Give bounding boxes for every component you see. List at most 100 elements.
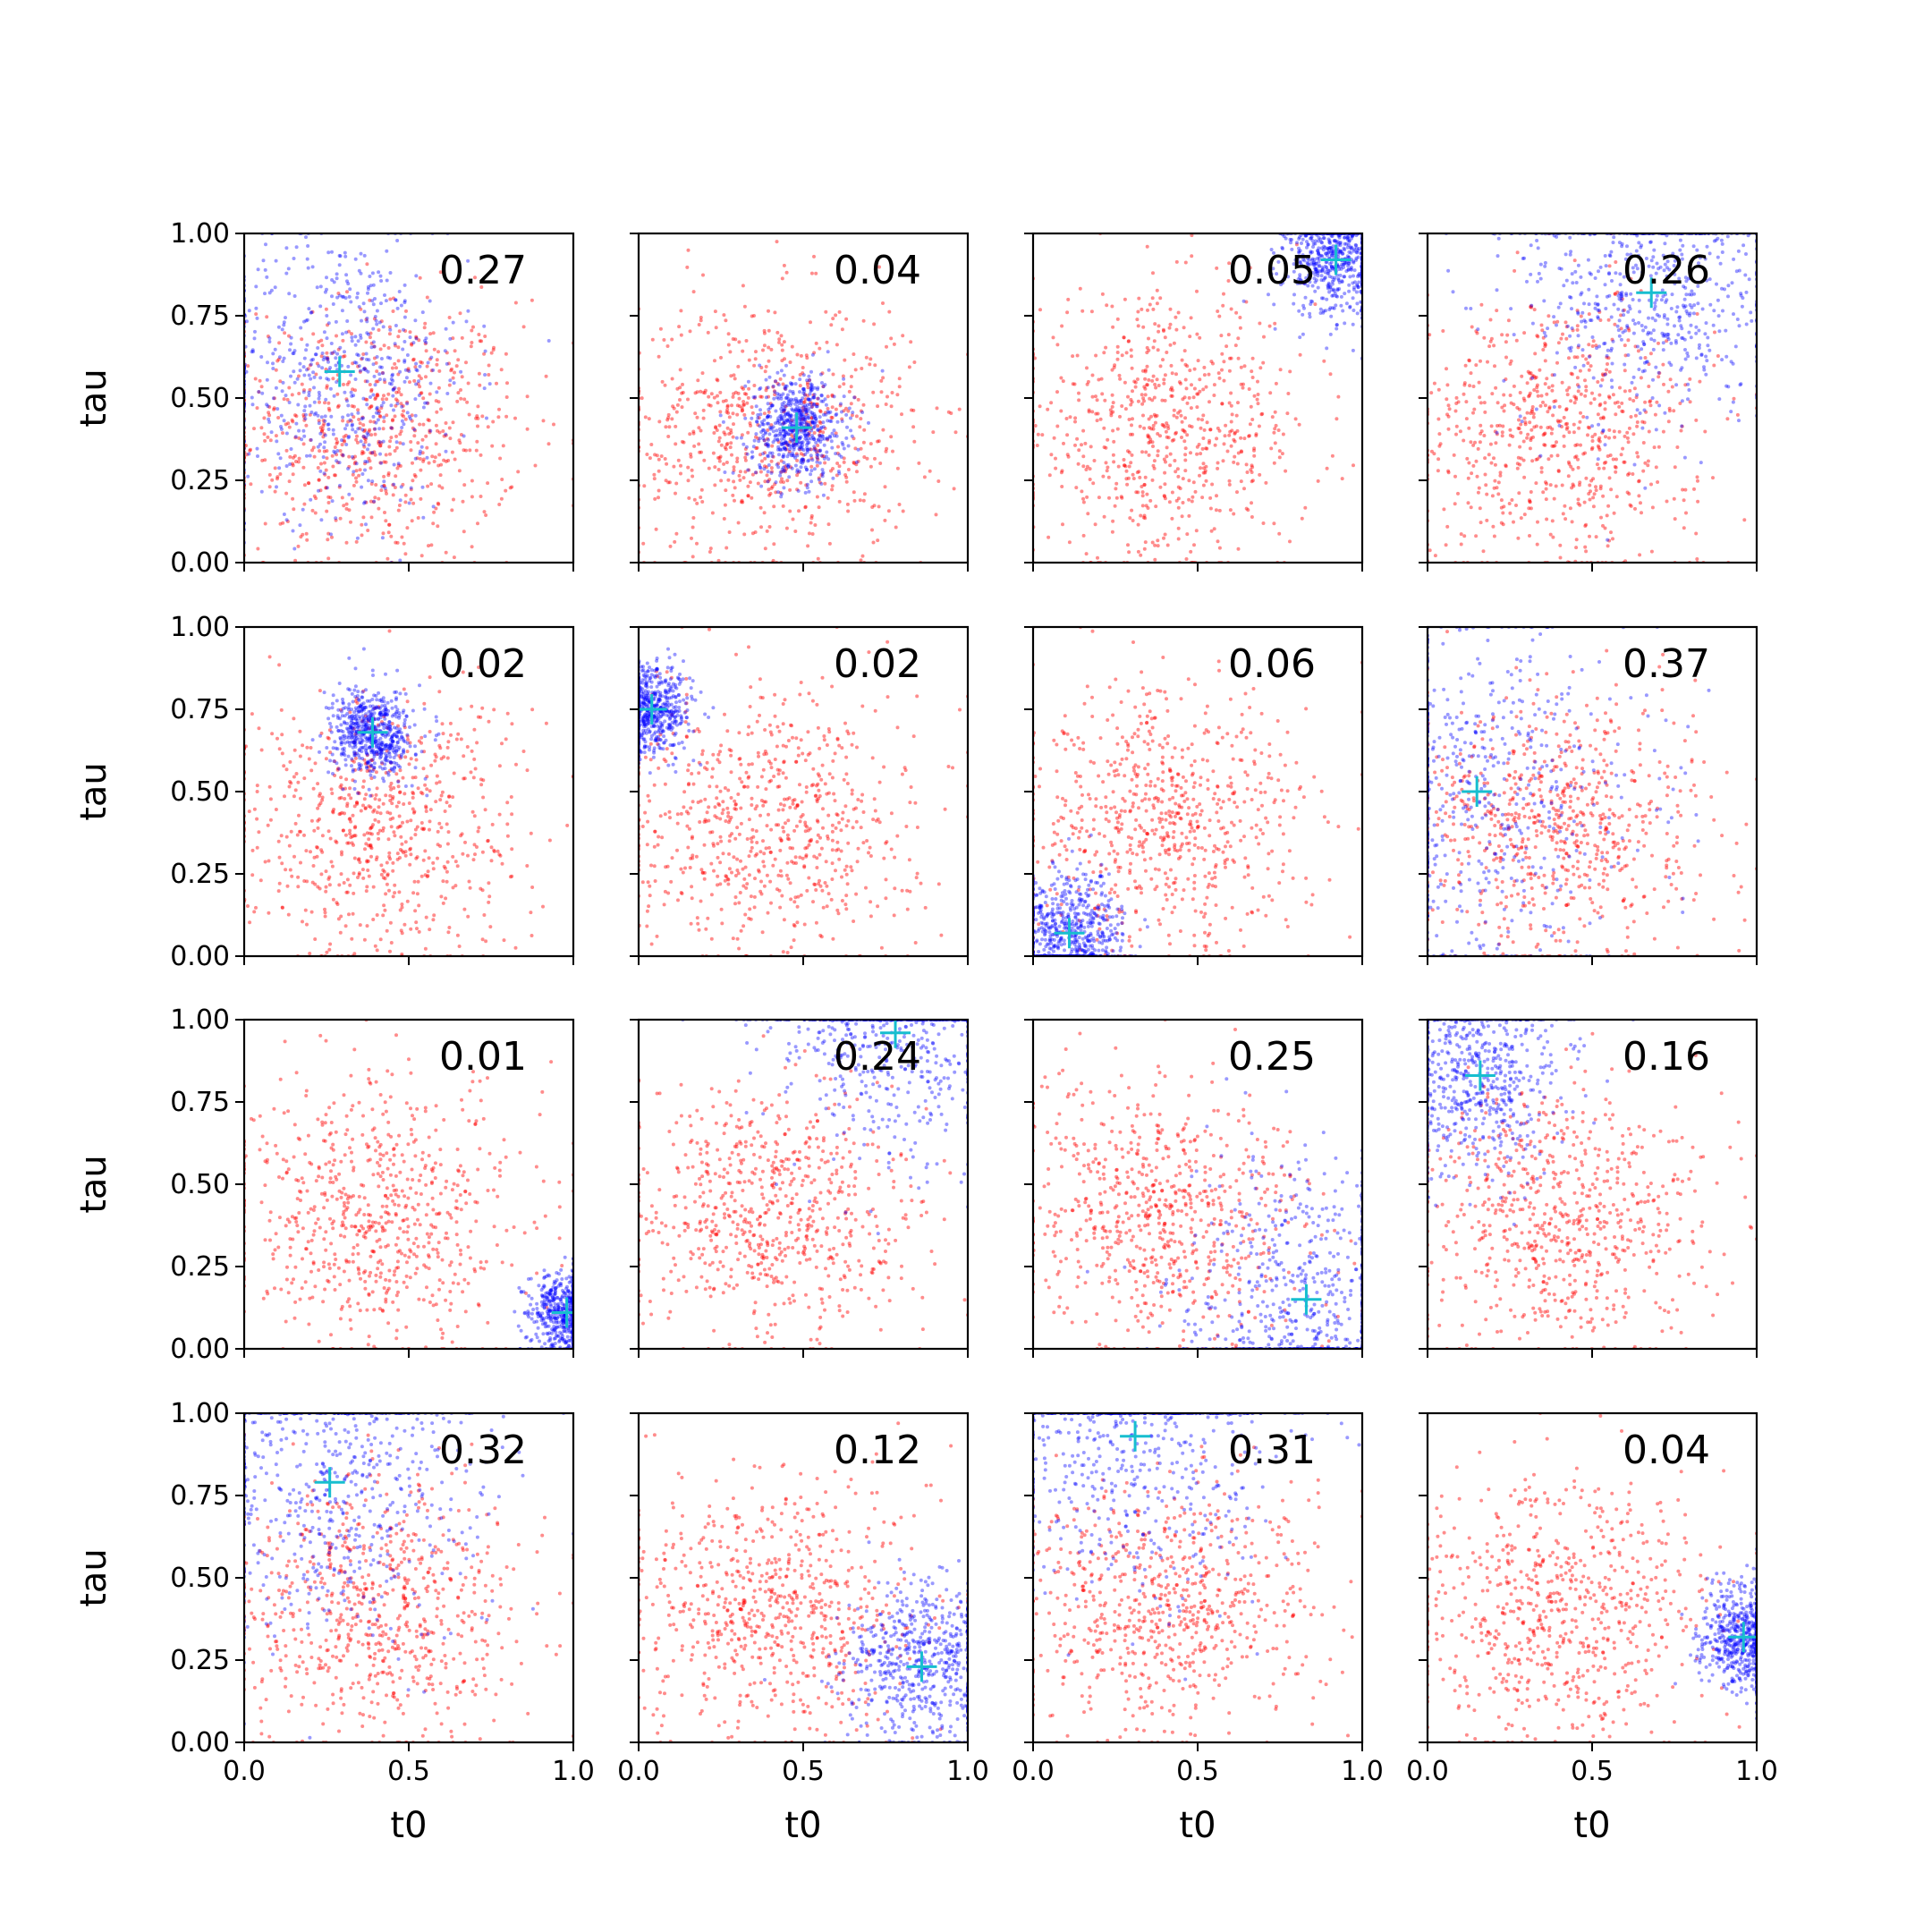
prior-point xyxy=(1501,434,1504,437)
prior-point xyxy=(1120,496,1123,500)
prior-point xyxy=(783,340,786,343)
prior-point xyxy=(542,419,546,422)
prior-point xyxy=(745,402,749,405)
prior-point xyxy=(1541,490,1545,494)
prior-point xyxy=(1124,407,1128,411)
prior-point xyxy=(1555,440,1558,444)
posterior-point xyxy=(812,396,816,400)
prior-point xyxy=(1462,384,1466,387)
prior-point xyxy=(1682,526,1686,530)
posterior-point xyxy=(852,395,856,399)
prior-point xyxy=(1049,453,1053,456)
posterior-point xyxy=(349,301,352,304)
prior-point xyxy=(325,510,328,513)
prior-point xyxy=(291,497,294,501)
posterior-point xyxy=(1617,328,1621,332)
prior-point xyxy=(665,462,668,466)
posterior-point xyxy=(257,390,260,394)
prior-point xyxy=(1545,377,1548,380)
prior-point xyxy=(1202,462,1206,465)
prior-point xyxy=(345,541,349,545)
prior-point xyxy=(1470,471,1473,475)
prior-point xyxy=(826,407,830,411)
prior-point xyxy=(1156,377,1159,381)
posterior-point xyxy=(767,470,770,473)
prior-point xyxy=(1482,336,1486,340)
posterior-point xyxy=(1687,388,1690,392)
prior-point xyxy=(1573,401,1577,404)
prior-point xyxy=(1474,363,1478,367)
prior-point xyxy=(653,497,657,501)
posterior-point xyxy=(1312,242,1316,246)
posterior-point xyxy=(365,352,369,356)
posterior-point xyxy=(1355,301,1359,305)
posterior-point xyxy=(316,285,319,289)
prior-point xyxy=(1555,485,1558,488)
prior-point xyxy=(1592,504,1596,508)
prior-point xyxy=(1153,322,1157,326)
prior-point xyxy=(1493,364,1496,368)
posterior-point xyxy=(274,285,277,289)
prior-point xyxy=(513,417,517,420)
posterior-point xyxy=(335,276,339,280)
posterior-point xyxy=(284,272,288,275)
posterior-point xyxy=(401,348,404,352)
prior-point xyxy=(1227,333,1231,336)
prior-point xyxy=(288,426,292,429)
prior-point xyxy=(1060,485,1063,488)
posterior-point xyxy=(1639,356,1642,360)
posterior-point xyxy=(1602,342,1606,345)
prior-point xyxy=(1073,416,1077,419)
prior-point xyxy=(1246,470,1250,474)
posterior-point xyxy=(775,480,778,484)
posterior-point xyxy=(1557,306,1561,309)
prior-point xyxy=(748,359,751,362)
prior-point xyxy=(1657,445,1661,449)
prior-point xyxy=(1596,380,1599,384)
prior-point xyxy=(1528,500,1531,504)
prior-point xyxy=(879,379,883,383)
prior-point xyxy=(1204,465,1208,469)
posterior-point xyxy=(362,368,366,371)
prior-point xyxy=(1210,530,1214,533)
posterior-point xyxy=(304,413,308,417)
prior-point xyxy=(1352,463,1355,467)
prior-point xyxy=(1140,450,1144,453)
prior-point xyxy=(1145,383,1148,386)
prior-point xyxy=(1523,399,1527,402)
posterior-point xyxy=(1317,286,1320,290)
prior-point xyxy=(361,423,365,427)
prior-point xyxy=(738,479,741,482)
posterior-point xyxy=(1587,288,1590,292)
prior-point xyxy=(1627,440,1631,444)
prior-point xyxy=(1485,519,1488,522)
prior-point xyxy=(735,460,739,463)
prior-point xyxy=(429,543,433,547)
posterior-point xyxy=(1582,318,1586,322)
prior-point xyxy=(741,386,744,389)
posterior-point xyxy=(369,395,372,399)
prior-point xyxy=(1234,311,1238,315)
prior-point xyxy=(1588,369,1591,372)
prior-point xyxy=(846,510,850,513)
posterior-point xyxy=(1333,276,1336,280)
posterior-point xyxy=(290,336,293,340)
prior-point xyxy=(838,464,842,468)
prior-point xyxy=(1252,454,1256,458)
posterior-point xyxy=(1564,252,1568,256)
posterior-point xyxy=(780,434,784,437)
prior-point xyxy=(689,329,692,333)
posterior-point xyxy=(391,373,394,377)
prior-point xyxy=(497,503,501,506)
prior-point xyxy=(810,514,814,518)
prior-point xyxy=(750,405,754,409)
prior-point xyxy=(451,451,454,454)
posterior-point xyxy=(445,327,448,331)
posterior-point xyxy=(807,414,810,418)
prior-point xyxy=(872,541,876,545)
prior-point xyxy=(1111,326,1114,329)
prior-point xyxy=(902,510,905,513)
prior-point xyxy=(1080,443,1083,446)
posterior-point xyxy=(782,442,785,445)
posterior-point xyxy=(1581,348,1585,352)
